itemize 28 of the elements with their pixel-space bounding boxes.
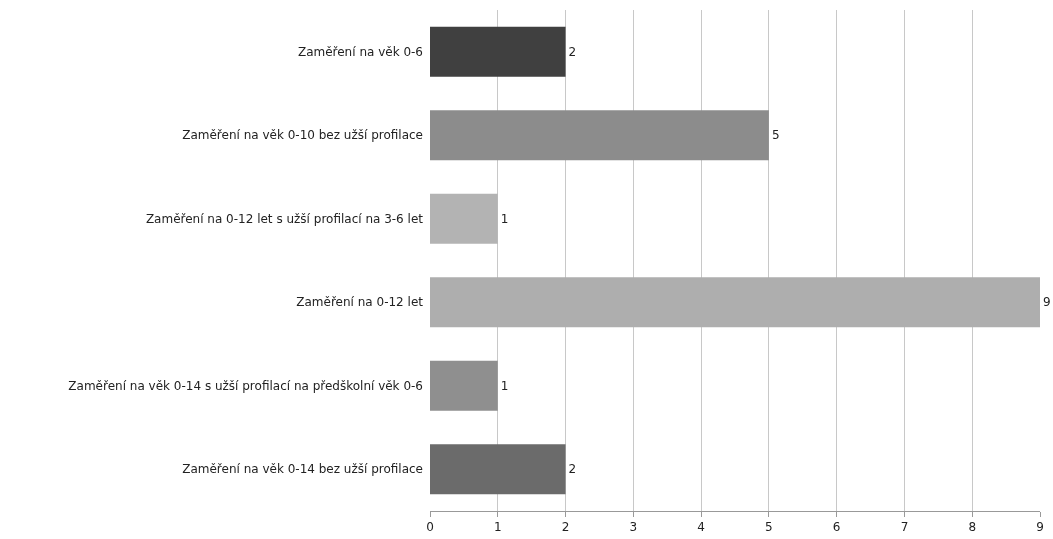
data-label: 5 xyxy=(771,128,780,143)
bar xyxy=(430,444,566,495)
bar xyxy=(430,110,769,161)
data-label: 1 xyxy=(500,211,509,226)
y-tick-label: Zaměření na 0-12 let s užší profilací na 3-6 let xyxy=(145,211,424,226)
data-label: 1 xyxy=(500,378,509,393)
x-tick-label: 7 xyxy=(900,520,909,535)
data-label: 9 xyxy=(1043,295,1051,310)
x-tick-label: 5 xyxy=(765,520,773,535)
bar xyxy=(430,360,498,411)
x-tick-label: 6 xyxy=(832,520,841,535)
bar xyxy=(430,193,498,244)
x-tick-label: 3 xyxy=(629,520,638,535)
bar xyxy=(430,277,1040,328)
bar xyxy=(430,26,566,77)
x-tick-label: 8 xyxy=(968,520,977,535)
y-tick-label: Zaměření na věk 0-10 bez užší profilace xyxy=(182,128,423,143)
data-label: 2 xyxy=(568,462,577,477)
x-tick-label: 2 xyxy=(561,520,570,535)
y-tick-label: Zaměření na věk 0-14 s užší profilací na předškolní věk 0-6 xyxy=(68,378,423,393)
y-tick-label: Zaměření na 0-12 let xyxy=(296,295,424,310)
y-tick-label: Zaměření na věk 0-6 xyxy=(297,44,423,59)
x-tick-label: 4 xyxy=(697,520,705,535)
x-tick-label: 1 xyxy=(493,520,502,535)
y-tick-label: Zaměření na věk 0-14 bez užší profilace xyxy=(182,462,423,477)
data-label: 2 xyxy=(568,44,577,59)
x-tick-label: 0 xyxy=(426,520,434,535)
x-tick-label: 9 xyxy=(1036,520,1044,535)
